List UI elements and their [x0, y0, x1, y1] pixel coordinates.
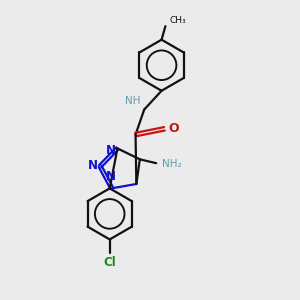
- Text: NH₂: NH₂: [162, 159, 182, 169]
- Text: CH₃: CH₃: [169, 16, 186, 25]
- Text: O: O: [168, 122, 179, 135]
- Text: Cl: Cl: [103, 256, 116, 269]
- Text: N: N: [88, 159, 98, 172]
- Text: N: N: [106, 144, 116, 157]
- Text: NH: NH: [125, 96, 140, 106]
- Text: N: N: [106, 169, 116, 182]
